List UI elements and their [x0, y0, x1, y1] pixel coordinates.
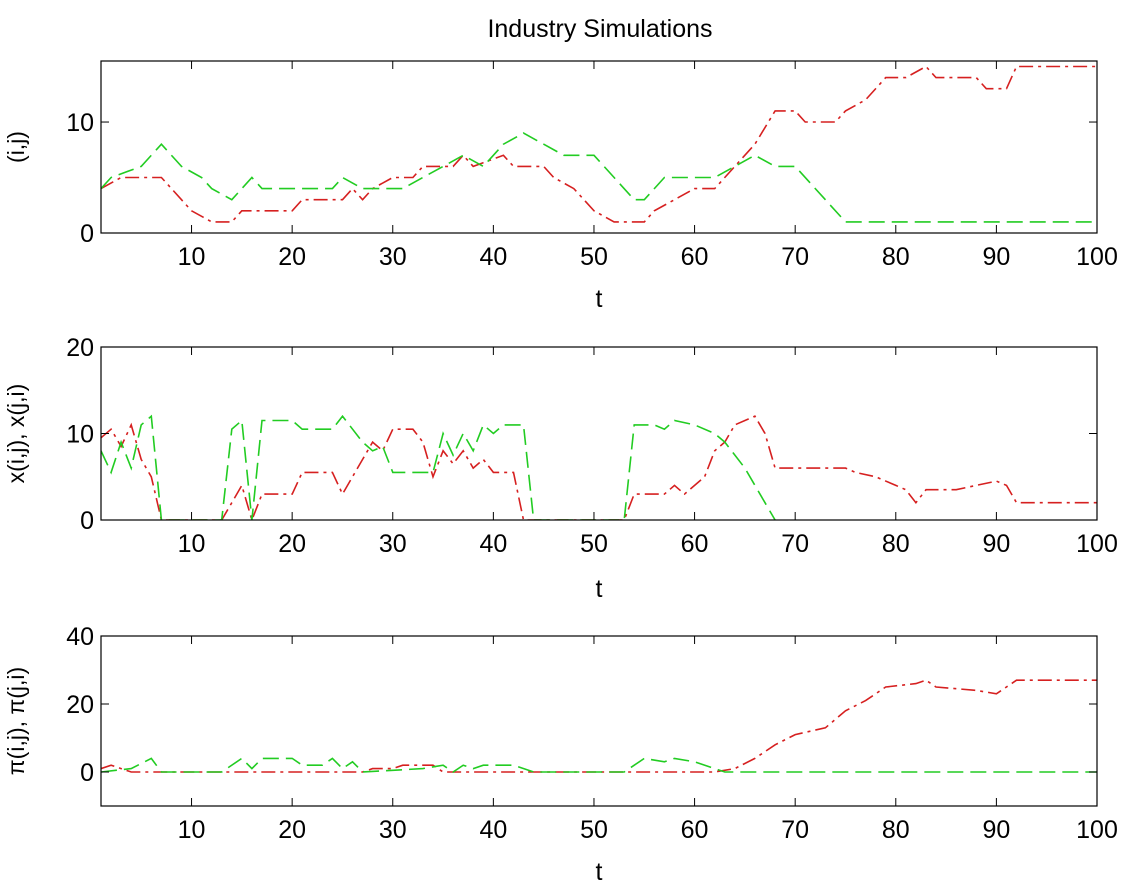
x-tick-label: 90: [982, 816, 1010, 844]
x-tick-label: 40: [479, 243, 507, 271]
y-axis-label: x(i,j), x(j,i): [3, 384, 29, 484]
x-tick-label: 80: [882, 243, 910, 271]
y-axis-label: (i,j): [3, 131, 29, 163]
x-axis-label: t: [596, 858, 603, 886]
series-red-line: [101, 415, 1097, 520]
x-tick-label: 60: [681, 816, 709, 844]
x-tick-label: 80: [882, 530, 910, 558]
y-tick-label: 20: [66, 334, 94, 362]
x-tick-label: 30: [379, 816, 407, 844]
x-axis-label: t: [596, 285, 603, 313]
axes-box: [100, 635, 1098, 807]
x-tick-label: 40: [479, 530, 507, 558]
x-tick-label: 60: [681, 530, 709, 558]
x-tick-label: 50: [580, 816, 608, 844]
y-tick-label: 10: [66, 421, 94, 449]
axes-box: [100, 60, 1098, 234]
x-tick-label: 20: [278, 816, 306, 844]
series-green-line: [101, 757, 1097, 773]
x-tick-label: 90: [982, 243, 1010, 271]
x-tick-label: 100: [1076, 530, 1118, 558]
x-tick-label: 50: [580, 243, 608, 271]
x-tick-label: 10: [178, 530, 206, 558]
x-tick-label: 100: [1076, 243, 1118, 271]
series-red-line: [101, 65, 1097, 223]
subplot-1: 10 20 30 40 50 60 70 80 90 100 0 10 t (i,j): [3, 60, 1118, 313]
series-green-line: [101, 132, 1097, 223]
x-tick-label: 50: [580, 530, 608, 558]
y-axis-label: π(i,j), π(j,i): [3, 667, 29, 775]
x-tick-label: 30: [379, 243, 407, 271]
x-tick-label: 70: [781, 816, 809, 844]
y-tick-label: 0: [80, 220, 94, 248]
x-axis-label: t: [596, 575, 603, 603]
y-tick-label: 10: [66, 109, 94, 137]
x-tick-label: 20: [278, 243, 306, 271]
subplot-2: 10 20 30 40 50 60 70 80 90 100 0 10 20 t x(i,j), x(j,i…: [3, 334, 1118, 603]
y-tick-label: 20: [66, 691, 94, 719]
x-tick-label: 70: [781, 530, 809, 558]
y-tick-label: 0: [80, 759, 94, 787]
x-tick-label: 10: [178, 816, 206, 844]
series-green-line: [101, 414, 776, 520]
series-red-line: [101, 679, 1097, 773]
x-tick-label: 90: [982, 530, 1010, 558]
x-tick-label: 100: [1076, 816, 1118, 844]
y-tick-label: 40: [66, 623, 94, 651]
x-tick-label: 30: [379, 530, 407, 558]
axes-box: [100, 346, 1098, 521]
x-tick-label: 20: [278, 530, 306, 558]
figure-title: Industry Simulations: [487, 15, 712, 43]
subplot-3: 10 20 30 40 50 60 70 80 90 100 0 20 40 t π(i,j), π(j,i…: [3, 623, 1118, 886]
y-tick-label: 0: [80, 507, 94, 535]
x-tick-label: 70: [781, 243, 809, 271]
x-tick-label: 40: [479, 816, 507, 844]
x-tick-label: 10: [178, 243, 206, 271]
x-tick-label: 80: [882, 816, 910, 844]
x-tick-label: 60: [681, 243, 709, 271]
